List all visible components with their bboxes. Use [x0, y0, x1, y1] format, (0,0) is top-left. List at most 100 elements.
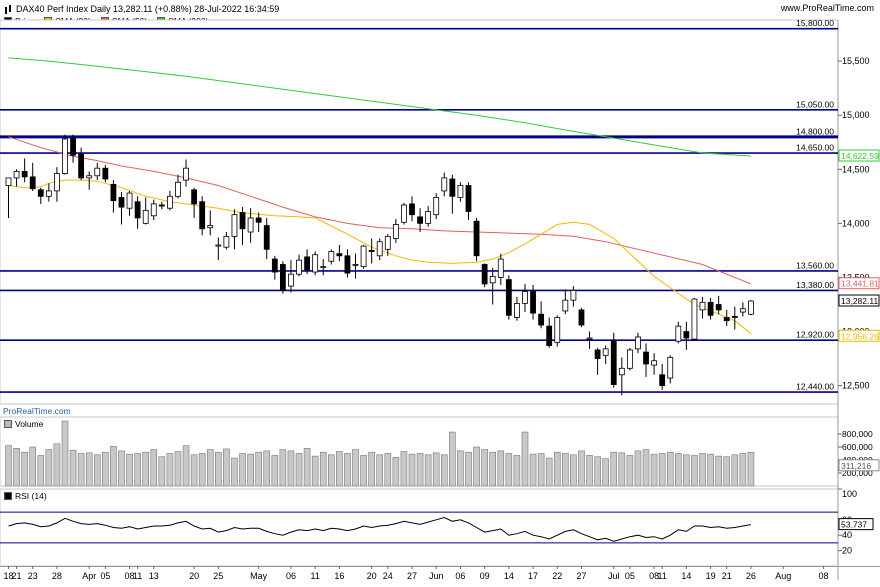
candle — [481, 263, 488, 288]
volume-bar — [747, 451, 755, 487]
candle-body-down — [465, 185, 472, 212]
candle-body-down — [731, 315, 738, 318]
candle-body-up — [522, 291, 528, 304]
x-tick-label: 16 — [334, 571, 344, 581]
candle-body-up — [376, 241, 383, 257]
candle-body-up — [45, 190, 52, 197]
candle — [70, 134, 76, 163]
candle-body-up — [651, 360, 657, 366]
sma200-line — [8, 57, 751, 157]
candle-body-up — [748, 300, 754, 315]
volume-bar — [658, 453, 666, 487]
candle-body-down — [344, 255, 351, 274]
volume-bar — [319, 451, 327, 487]
level-label: 13,380.00 — [796, 280, 834, 290]
rsi-pane-label: RSI (14) — [4, 491, 47, 501]
x-tick-label: 08 — [819, 571, 829, 581]
volume-bar — [327, 454, 335, 487]
candle — [392, 219, 399, 243]
x-tick-label: May — [250, 571, 268, 581]
volume-bar — [247, 453, 254, 487]
candle — [94, 162, 101, 181]
volume-tag-label: 311,216 — [841, 461, 871, 471]
rsi-label: RSI (14) — [15, 491, 47, 501]
volume-bar — [594, 456, 601, 487]
volume-bar — [85, 452, 93, 487]
site-url[interactable]: www.ProRealTime.com — [780, 3, 874, 13]
candle — [667, 355, 674, 384]
x-tick-label: 11 — [310, 571, 319, 581]
candle-body-up — [562, 299, 569, 312]
x-tick-label: 14 — [504, 571, 514, 581]
candle-body-up — [554, 317, 561, 343]
volume-bar — [384, 453, 392, 487]
volume-bar — [360, 455, 367, 487]
candle-body-up — [126, 192, 133, 209]
volume-bar — [400, 451, 408, 487]
candle-body-down — [723, 317, 730, 322]
candle — [368, 238, 375, 264]
volume-bar — [586, 455, 593, 487]
volume-bar — [642, 449, 650, 487]
volume-bar — [481, 449, 488, 487]
volume-bar — [134, 453, 141, 487]
candle — [13, 169, 20, 187]
candle-body-down — [239, 212, 246, 230]
x-tick-label: 19 — [706, 571, 716, 581]
volume-tick-label: 200,000 — [842, 468, 873, 478]
volume-bar — [723, 456, 731, 487]
candle-body-down — [409, 203, 415, 216]
volume-tag-box — [838, 459, 880, 472]
volume-bar — [77, 453, 85, 487]
candlestick-icon — [4, 4, 13, 14]
candle — [142, 197, 149, 225]
volume-bar — [126, 453, 133, 487]
level-label: 14,650.00 — [796, 143, 834, 153]
x-tick-label: 05 — [625, 571, 635, 581]
volume-bar — [416, 453, 424, 487]
candle — [578, 307, 585, 328]
candle-body-up — [215, 244, 222, 247]
candle — [683, 321, 690, 350]
volume-bar — [166, 453, 174, 487]
value-tag-box — [838, 277, 880, 290]
volume-bar — [675, 453, 682, 487]
value-tag-label: 14,622.59 — [841, 151, 879, 161]
candle — [118, 191, 125, 225]
candle-body-up — [667, 357, 674, 379]
candle — [247, 208, 254, 243]
volume-bar — [239, 453, 246, 487]
volume-bar — [440, 454, 448, 487]
candle-body-down — [546, 325, 553, 346]
volume-bar — [231, 457, 238, 487]
candle — [166, 190, 173, 211]
x-tick-label: 14 — [681, 571, 691, 581]
x-tick-label: 20 — [189, 571, 199, 581]
rsi-tag-box — [838, 518, 874, 531]
candle — [659, 363, 666, 390]
candle — [626, 347, 633, 371]
candle — [473, 217, 480, 262]
candle-body-down — [336, 253, 343, 257]
volume-bar — [13, 447, 20, 487]
x-tick-label: 28 — [52, 571, 62, 581]
level-label: 15,800.00 — [796, 18, 834, 28]
volume-bar — [45, 449, 53, 487]
candle — [279, 261, 286, 294]
candle-body-up — [602, 348, 609, 356]
volume-bar — [271, 455, 279, 487]
x-tick-label: 27 — [576, 571, 586, 581]
volume-bar — [118, 450, 125, 487]
candle — [54, 167, 60, 202]
volume-bar — [529, 453, 537, 487]
volume-pane-label: Volume — [4, 419, 43, 429]
rsi-tick-label: 20 — [842, 546, 852, 556]
candle — [610, 332, 617, 388]
candle — [86, 171, 93, 190]
candle — [723, 309, 730, 327]
candle-body-up — [392, 224, 399, 239]
candle-body-up — [94, 167, 101, 177]
value-tag-box — [838, 294, 880, 307]
